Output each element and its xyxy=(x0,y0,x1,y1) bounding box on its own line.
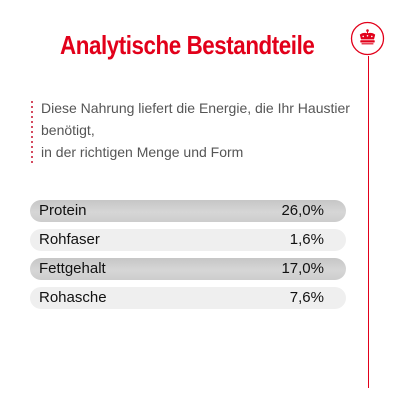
intro-line-3: in der richtigen Menge und Form xyxy=(41,144,244,160)
crown-icon xyxy=(350,21,385,56)
table-row-rohasche: Rohasche 7,6% xyxy=(30,287,346,309)
table-row-rohfaser: Rohfaser 1,6% xyxy=(30,229,346,251)
row-label: Fettgehalt xyxy=(39,260,106,277)
page-title: Analytische Bestandteile xyxy=(60,30,315,60)
intro-line-2: benötigt, xyxy=(41,122,95,138)
vertical-divider xyxy=(368,56,369,388)
intro-line-1: Diese Nahrung liefert die Energie, die I… xyxy=(41,100,350,116)
row-value: 17,0% xyxy=(281,260,324,277)
row-label: Rohasche xyxy=(39,289,107,306)
dotted-accent-line xyxy=(31,101,33,165)
row-value: 7,6% xyxy=(289,289,324,306)
analysis-table: Protein 26,0% Rohfaser 1,6% Fettgehalt 1… xyxy=(30,200,346,316)
table-row-fettgehalt: Fettgehalt 17,0% xyxy=(30,258,346,280)
row-label: Protein xyxy=(39,202,87,219)
row-label: Rohfaser xyxy=(39,231,100,248)
table-row-protein: Protein 26,0% xyxy=(30,200,346,222)
row-value: 1,6% xyxy=(289,231,324,248)
intro-text: Diese Nahrung liefert die Energie, die I… xyxy=(41,97,350,163)
row-value: 26,0% xyxy=(281,202,324,219)
